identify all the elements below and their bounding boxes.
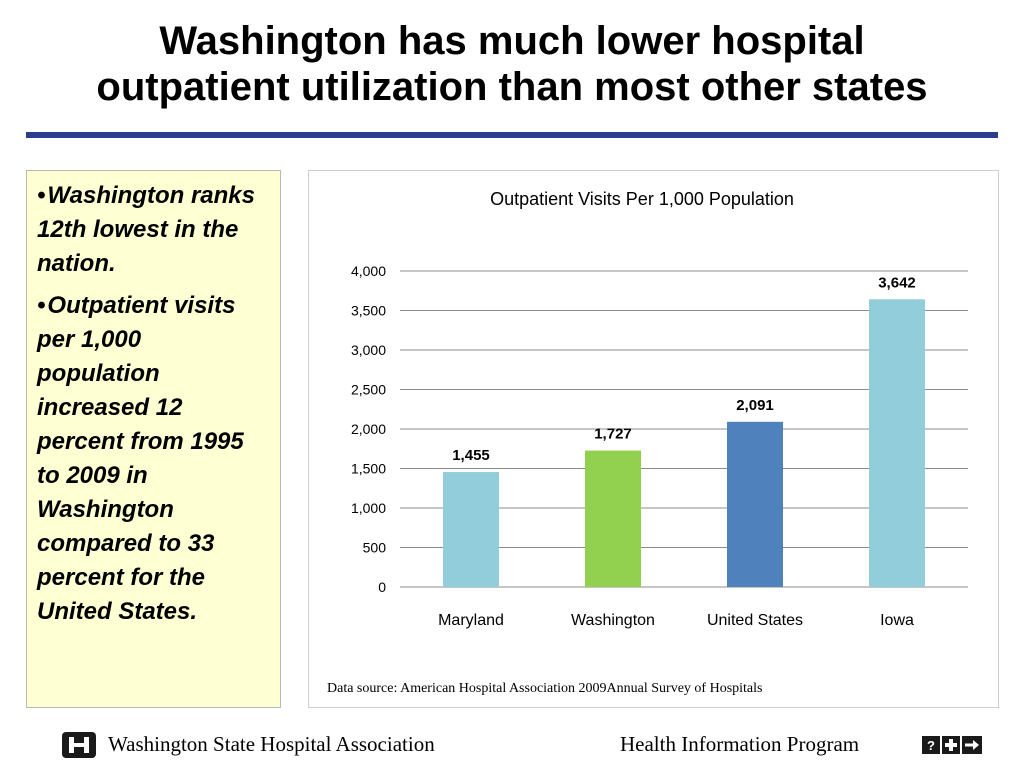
y-tick-label: 1,500 <box>351 461 386 477</box>
bullet-item: • Washington ranks 12th lowest in the na… <box>37 182 255 277</box>
hip-arrows-icon: ? <box>922 736 982 754</box>
y-tick-label: 4,000 <box>351 263 386 279</box>
x-tick-label: Washington <box>571 612 655 629</box>
data-label: 3,642 <box>878 274 916 291</box>
bullet-box: • Washington ranks 12th lowest in the na… <box>26 170 281 708</box>
bar <box>869 299 925 587</box>
y-tick-label: 2,500 <box>351 382 386 398</box>
svg-text:?: ? <box>927 738 935 753</box>
bullet-text: Washington ranks 12th lowest in the nati… <box>37 182 255 277</box>
x-tick-label: Maryland <box>438 612 504 629</box>
y-tick-label: 1,000 <box>351 500 386 516</box>
x-tick-label: Iowa <box>880 612 914 629</box>
bar <box>443 472 499 587</box>
bars <box>443 299 925 587</box>
y-tick-label: 3,500 <box>351 303 386 319</box>
footer-program-name: Health Information Program <box>620 732 860 756</box>
y-tick-label: 2,000 <box>351 421 386 437</box>
bar <box>585 450 641 587</box>
data-source-note: Data source: American Hospital Associati… <box>327 681 763 696</box>
chart-panel: Outpatient Visits Per 1,000 Population 0… <box>308 170 999 708</box>
slide-title-line-2: outpatient utilization than most other s… <box>96 65 928 109</box>
footer: Washington State Hospital Association He… <box>0 724 1024 764</box>
x-axis-ticks: Maryland Washington United States Iowa <box>438 612 914 629</box>
bar-chart: Outpatient Visits Per 1,000 Population 0… <box>351 189 968 629</box>
data-label: 2,091 <box>736 397 774 414</box>
value-labels: 1,455 1,727 2,091 3,642 <box>452 274 916 464</box>
y-axis-ticks: 0 500 1,000 1,500 2,000 2,500 3,000 3,500 4,000 <box>351 263 386 595</box>
data-label: 1,727 <box>594 426 632 443</box>
bar <box>727 421 783 587</box>
y-tick-label: 3,000 <box>351 342 386 358</box>
data-label: 1,455 <box>452 447 490 464</box>
chart-title: Outpatient Visits Per 1,000 Population <box>490 189 794 209</box>
slide-title: Washington has much lower hospital outpa… <box>0 18 1024 110</box>
wsha-logo-icon <box>62 732 96 758</box>
footer-org-name: Washington State Hospital Association <box>108 732 435 756</box>
bullet-text: Outpatient visits per 1,000 population i… <box>37 292 244 625</box>
y-tick-label: 500 <box>363 540 387 556</box>
x-tick-label: United States <box>707 612 803 629</box>
y-tick-label: 0 <box>378 579 386 595</box>
slide-title-line-1: Washington has much lower hospital <box>159 19 865 63</box>
bullet-item: • Outpatient visits per 1,000 population… <box>37 292 244 625</box>
title-divider <box>26 132 998 138</box>
